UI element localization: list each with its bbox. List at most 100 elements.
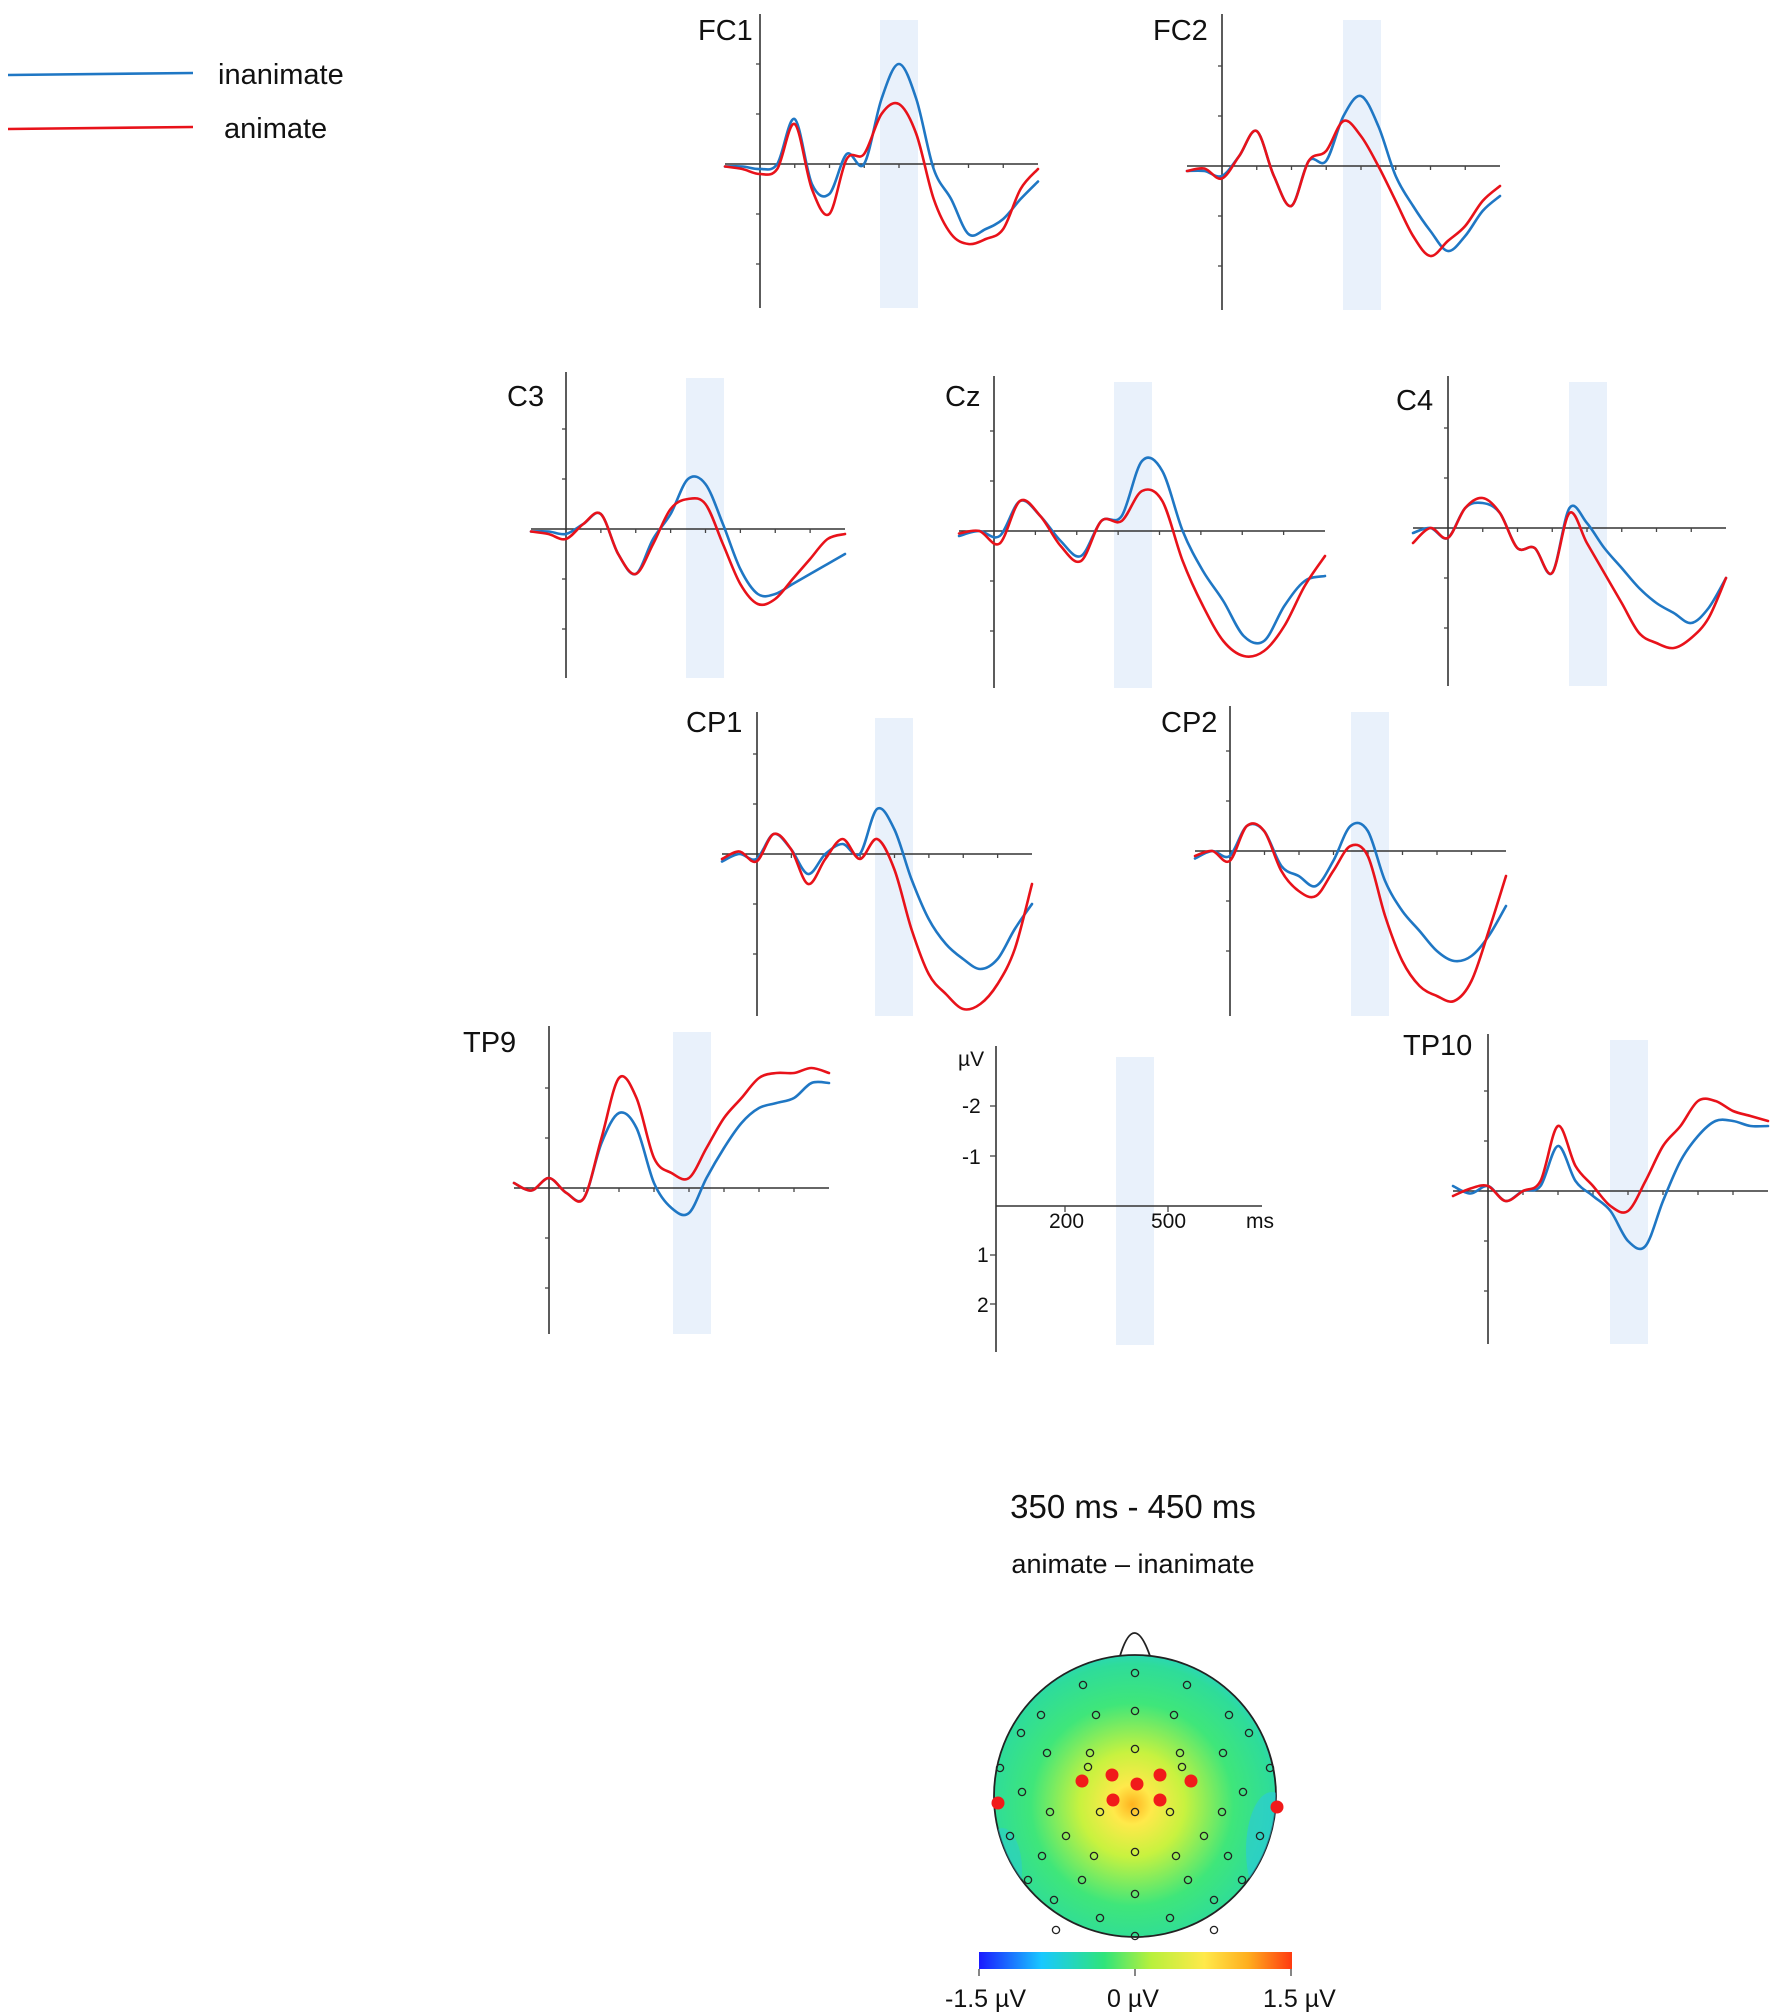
electrode-4 xyxy=(1091,1710,1101,1720)
electrode-highlight-cp2 xyxy=(1153,1793,1167,1807)
electrode-6 xyxy=(1169,1710,1179,1720)
electrode-8 xyxy=(1016,1728,1026,1738)
electrode-markers xyxy=(991,1668,1284,1941)
trace-animate-tp9 xyxy=(512,1066,831,1203)
electrode-highlight-tp9 xyxy=(991,1796,1005,1810)
electrode-33 xyxy=(1023,1875,1033,1885)
legend-label-animate: animate xyxy=(224,113,327,145)
highlight-window-c4 xyxy=(1569,382,1607,686)
trace-animate-cz xyxy=(957,488,1327,658)
erp-panel-cp1: CP1 xyxy=(686,707,1034,1016)
erp-panel-fc1: FC1 xyxy=(698,14,1040,308)
electrode-41 xyxy=(1165,1913,1175,1923)
electrode-highlight-fc1 xyxy=(1105,1768,1119,1782)
electrode-9 xyxy=(1244,1728,1254,1738)
colorbar-gradient xyxy=(979,1952,1292,1969)
scale-x-unit-label: ms xyxy=(1246,1210,1274,1233)
scale-tick-label-y-3: 1 xyxy=(977,1244,989,1267)
trace-animate-fc2 xyxy=(1185,119,1502,258)
electrode-17 xyxy=(1017,1787,1027,1797)
electrode-40 xyxy=(1095,1913,1105,1923)
trace-animate-cp1 xyxy=(720,832,1034,1011)
electrode-28 xyxy=(1037,1851,1047,1861)
electrode-12 xyxy=(1130,1744,1140,1754)
legend: inanimate animate xyxy=(7,59,344,145)
electrode-42 xyxy=(1130,1931,1140,1941)
channel-label-cp2: CP2 xyxy=(1161,707,1217,739)
topography-blue-patch-left xyxy=(994,1828,1022,1912)
electrode-20 xyxy=(1095,1807,1105,1817)
highlight-window-c3 xyxy=(686,378,724,678)
electrode-44 xyxy=(1209,1925,1219,1935)
electrode-1 xyxy=(1078,1680,1088,1690)
electrode-24 xyxy=(1005,1831,1015,1841)
electrode-highlight-c3 xyxy=(1153,1768,1167,1782)
highlight-window-fc2 xyxy=(1343,20,1381,310)
scale-tick-label-y-2: -1 xyxy=(962,1146,981,1169)
scale-tick-label-y-1: -2 xyxy=(962,1095,981,1118)
trace-inanimate-tp9 xyxy=(512,1080,831,1217)
electrode-29 xyxy=(1089,1851,1099,1861)
electrode-30 xyxy=(1130,1847,1140,1857)
trace-animate-fc1 xyxy=(723,101,1040,246)
electrode-21 xyxy=(1130,1807,1140,1817)
trace-animate-c4 xyxy=(1411,496,1728,650)
trace-animate-tp10 xyxy=(1451,1097,1770,1214)
colorbar: -1.5 µV 0 µV 1.5 µV xyxy=(945,1952,1336,2013)
channel-label-fc2: FC2 xyxy=(1153,15,1208,47)
electrode-31 xyxy=(1171,1851,1181,1861)
channel-label-cz: Cz xyxy=(945,381,980,413)
electrode-13 xyxy=(1175,1748,1185,1758)
trace-animate-c3 xyxy=(529,496,847,607)
channel-label-tp10: TP10 xyxy=(1403,1030,1472,1062)
electrode-highlight-c4 xyxy=(1184,1774,1198,1788)
electrode-7 xyxy=(1224,1710,1234,1720)
legend-line-inanimate xyxy=(7,71,194,77)
topography: 350 ms - 450 ms animate – inanimate xyxy=(991,1488,1284,1941)
electrode-46 xyxy=(1177,1762,1187,1772)
electrode-34 xyxy=(1237,1875,1247,1885)
electrode-39 xyxy=(1209,1895,1219,1905)
topography-nose xyxy=(1119,1632,1151,1657)
electrode-36 xyxy=(1183,1875,1193,1885)
electrode-16 xyxy=(1265,1763,1275,1773)
topography-subtitle: animate – inanimate xyxy=(1011,1549,1254,1579)
electrode-5 xyxy=(1130,1706,1140,1716)
topography-head xyxy=(993,1654,1277,1938)
trace-inanimate-cp2 xyxy=(1193,821,1508,963)
electrode-35 xyxy=(1077,1875,1087,1885)
electrode-27 xyxy=(1199,1831,1209,1841)
scale-tick-label-x-500: 500 xyxy=(1151,1210,1186,1233)
electrode-highlight-cz xyxy=(1075,1774,1089,1788)
channel-label-c4: C4 xyxy=(1396,385,1433,417)
electrode-23 xyxy=(1217,1807,1227,1817)
electrode-10 xyxy=(1042,1748,1052,1758)
erp-panels: FC1 FC2 C3 Cz C4 CP1 CP2 TP9 TP10 xyxy=(463,14,1770,1344)
highlight-window-tp10 xyxy=(1610,1040,1648,1344)
electrode-26 xyxy=(1061,1831,1071,1841)
erp-panel-fc2: FC2 xyxy=(1153,14,1502,310)
colorbar-label-max: 1.5 µV xyxy=(1263,1985,1336,2013)
channel-label-fc1: FC1 xyxy=(698,15,753,47)
electrode-19 xyxy=(1045,1807,1055,1817)
colorbar-label-min: -1.5 µV xyxy=(945,1985,1026,2013)
scale-panel: µV -2 -1 1 2 200 500 ms xyxy=(958,1046,1274,1352)
colorbar-label-mid: 0 µV xyxy=(1107,1985,1159,2013)
erp-panel-tp9: TP9 xyxy=(463,1026,831,1334)
electrode-32 xyxy=(1223,1851,1233,1861)
highlight-window-cz xyxy=(1114,382,1152,688)
electrode-highlight-cp1 xyxy=(1106,1793,1120,1807)
trace-animate-cp2 xyxy=(1193,822,1508,1003)
scale-tick-label-x-200: 200 xyxy=(1049,1210,1084,1233)
erp-panel-cp2: CP2 xyxy=(1161,706,1508,1016)
electrode-14 xyxy=(1218,1748,1228,1758)
electrode-11 xyxy=(1085,1748,1095,1758)
channel-label-cp1: CP1 xyxy=(686,707,742,739)
electrode-18 xyxy=(1238,1787,1248,1797)
legend-line-animate xyxy=(7,125,194,131)
electrode-highlight-tp10 xyxy=(1270,1800,1284,1814)
erp-panel-c4: C4 xyxy=(1396,376,1728,686)
erp-panel-cz: Cz xyxy=(945,376,1327,688)
trace-inanimate-fc1 xyxy=(723,62,1040,237)
